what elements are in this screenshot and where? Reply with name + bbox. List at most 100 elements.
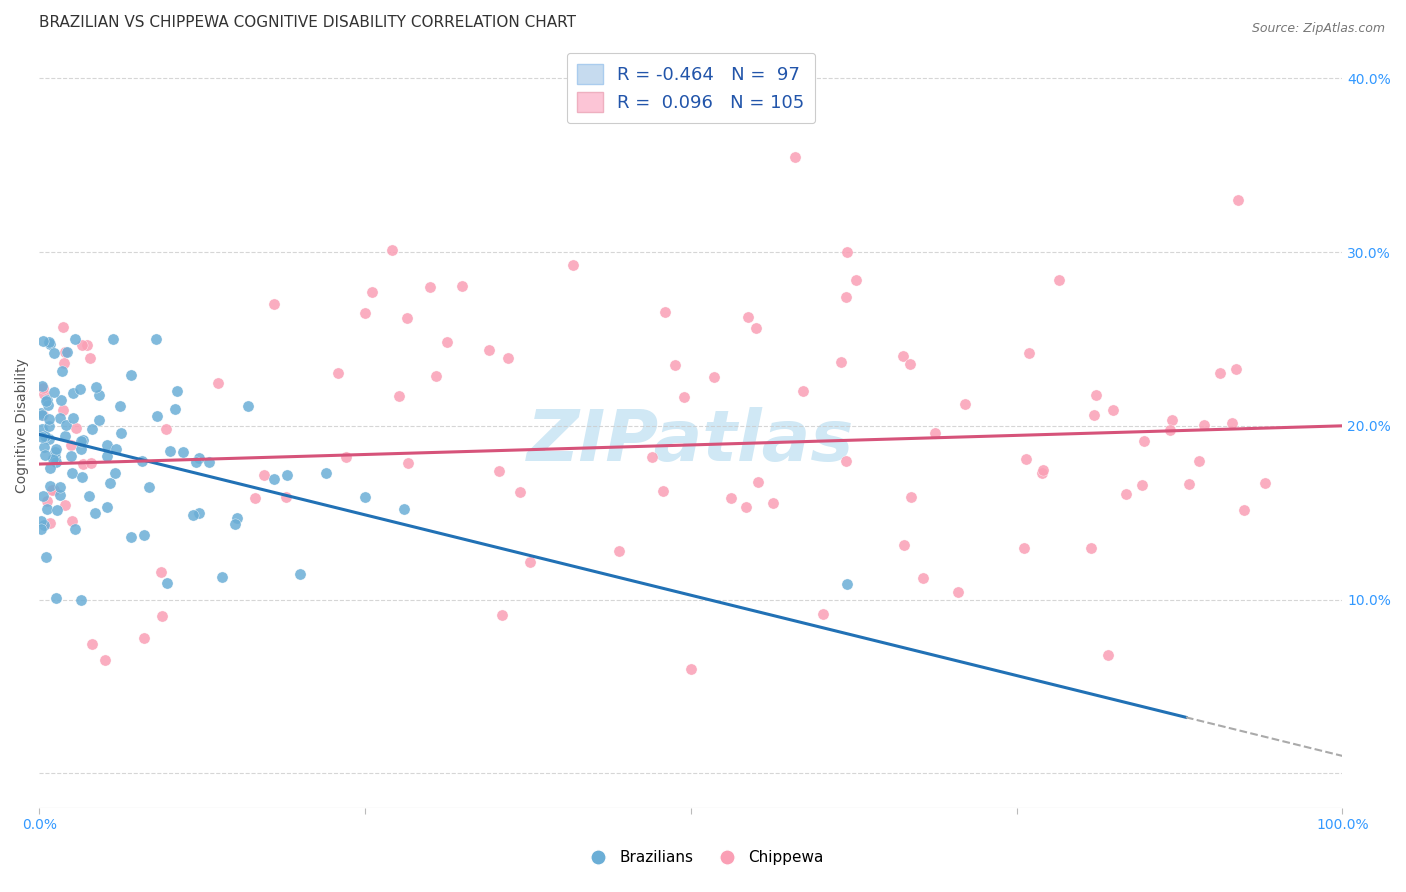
Point (42, 483, 65, 498)
Point (51, 363, 73, 377)
Point (62, 411, 84, 425)
Point (392, 502, 415, 516)
Point (224, 517, 246, 532)
Legend: R = -0.464   N =  97, R =  0.096   N = 105: R = -0.464 N = 97, R = 0.096 N = 105 (567, 53, 815, 123)
Point (45, 442, 67, 456)
Point (53, 356, 76, 370)
Point (53, 428, 76, 442)
Point (53, 498, 76, 512)
Point (32, 387, 55, 401)
Point (253, 468, 276, 483)
Point (243, 491, 266, 505)
Point (891, 349, 914, 363)
Point (72, 457, 94, 471)
Point (30, 406, 52, 420)
Point (830, 354, 852, 368)
Point (32, 334, 55, 348)
Point (65, 332, 87, 346)
Point (607, 544, 630, 558)
Point (42, 385, 65, 400)
Point (354, 490, 377, 504)
Point (138, 480, 160, 494)
Point (38, 419, 60, 434)
Point (45, 455, 67, 469)
Point (37, 494, 59, 508)
Point (32, 381, 55, 395)
Point (38, 334, 60, 349)
Point (159, 443, 181, 458)
Point (837, 577, 859, 591)
Point (35, 393, 58, 408)
Point (737, 310, 759, 324)
Point (48, 480, 70, 494)
Point (188, 506, 211, 520)
Point (163, 402, 186, 417)
Point (120, 368, 142, 382)
Text: Source: ZipAtlas.com: Source: ZipAtlas.com (1251, 22, 1385, 36)
Point (498, 351, 520, 365)
Point (56, 344, 79, 359)
Point (953, 397, 976, 411)
Point (55, 418, 77, 433)
Point (1102, 402, 1125, 417)
Point (398, 456, 420, 470)
Point (315, 467, 337, 481)
Point (53, 345, 76, 359)
Point (263, 297, 285, 311)
Point (32, 440, 55, 454)
Point (946, 585, 969, 599)
Point (42, 451, 65, 466)
Point (84, 380, 107, 394)
Y-axis label: Cognitive Disability: Cognitive Disability (15, 359, 30, 493)
Text: ZIPatlas: ZIPatlas (527, 407, 855, 475)
Point (41, 483, 63, 497)
Point (30, 514, 52, 528)
Point (34, 428, 56, 442)
Text: BRAZILIAN VS CHIPPEWA COGNITIVE DISABILITY CORRELATION CHART: BRAZILIAN VS CHIPPEWA COGNITIVE DISABILI… (39, 15, 576, 30)
Point (1014, 541, 1036, 555)
Point (419, 280, 441, 294)
Point (31, 408, 53, 422)
Point (924, 425, 946, 440)
Point (792, 384, 814, 399)
Point (276, 490, 298, 504)
Point (62, 514, 84, 528)
Point (1187, 454, 1209, 468)
Point (1161, 413, 1184, 427)
Point (65, 421, 87, 435)
Point (226, 510, 249, 524)
Point (77, 488, 100, 502)
Point (166, 384, 188, 398)
Point (1130, 478, 1153, 492)
Point (76, 337, 98, 351)
Point (734, 500, 756, 514)
Point (45, 591, 67, 605)
Point (31, 378, 53, 392)
Point (436, 335, 458, 350)
Point (38, 516, 60, 530)
Point (236, 400, 259, 414)
Point (32, 409, 55, 423)
Point (145, 409, 167, 423)
Point (1031, 466, 1053, 480)
Point (105, 442, 128, 457)
Point (1085, 388, 1108, 402)
Point (37, 398, 59, 412)
Point (911, 571, 934, 585)
Point (132, 631, 155, 645)
Point (1115, 487, 1137, 501)
Point (80, 422, 103, 436)
Point (652, 484, 675, 499)
Point (69, 382, 91, 396)
Point (1159, 423, 1181, 437)
Point (48, 488, 70, 502)
Point (562, 258, 585, 272)
Point (747, 475, 769, 489)
Point (326, 366, 349, 380)
Legend: Brazilians, Chippewa: Brazilians, Chippewa (576, 844, 830, 871)
Point (187, 451, 209, 466)
Point (52, 320, 75, 334)
Point (1133, 434, 1156, 448)
Point (70, 442, 93, 457)
Point (197, 455, 219, 469)
